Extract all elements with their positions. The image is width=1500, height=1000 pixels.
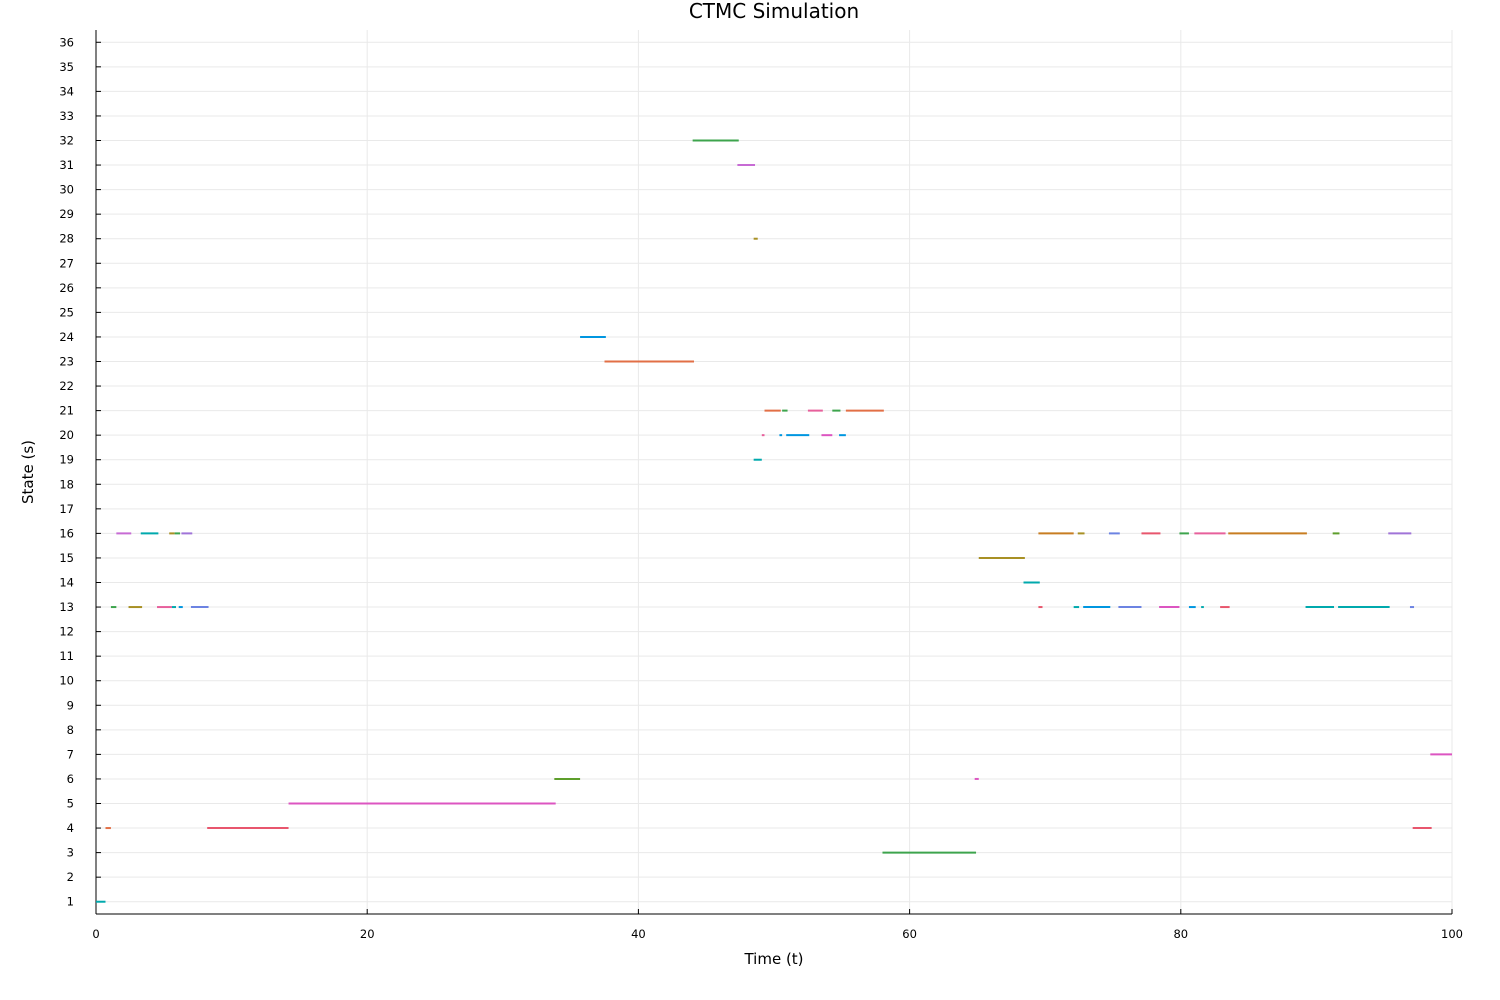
y-tick-label: 9 bbox=[67, 698, 74, 712]
y-tick-label: 12 bbox=[59, 625, 74, 639]
y-tick-label: 8 bbox=[67, 723, 74, 737]
tick-labels: 1234567891011121314151617181920212223242… bbox=[59, 35, 1463, 941]
y-tick-label: 11 bbox=[59, 649, 74, 663]
y-tick-label: 6 bbox=[67, 772, 74, 786]
y-tick-label: 34 bbox=[59, 84, 74, 98]
y-tick-label: 30 bbox=[59, 183, 74, 197]
y-tick-label: 26 bbox=[59, 281, 74, 295]
grid-lines bbox=[95, 30, 1453, 914]
x-axis-label: Time (t) bbox=[743, 950, 803, 968]
y-tick-label: 22 bbox=[59, 379, 74, 393]
y-tick-label: 3 bbox=[67, 846, 74, 860]
y-tick-label: 29 bbox=[59, 207, 74, 221]
y-tick-label: 36 bbox=[59, 35, 74, 49]
y-tick-label: 16 bbox=[59, 526, 74, 540]
y-tick-label: 1 bbox=[67, 895, 74, 909]
y-tick-label: 15 bbox=[59, 551, 74, 565]
y-tick-label: 33 bbox=[59, 109, 74, 123]
y-tick-label: 13 bbox=[59, 600, 74, 614]
x-tick-label: 40 bbox=[631, 927, 646, 941]
chart-title: CTMC Simulation bbox=[689, 0, 859, 23]
y-tick-label: 7 bbox=[67, 747, 74, 761]
y-tick-label: 17 bbox=[59, 502, 74, 516]
y-tick-label: 14 bbox=[59, 576, 74, 590]
y-tick-label: 10 bbox=[59, 674, 74, 688]
y-axis-label: State (s) bbox=[19, 440, 37, 504]
y-tick-label: 18 bbox=[59, 477, 74, 491]
state-segments bbox=[96, 139, 1452, 903]
x-tick-label: 60 bbox=[902, 927, 917, 941]
y-tick-label: 5 bbox=[67, 797, 74, 811]
axes bbox=[95, 30, 1453, 915]
x-tick-label: 0 bbox=[92, 927, 99, 941]
y-tick-label: 24 bbox=[59, 330, 74, 344]
x-tick-label: 100 bbox=[1441, 927, 1463, 941]
y-tick-label: 4 bbox=[67, 821, 74, 835]
y-tick-label: 19 bbox=[59, 453, 74, 467]
y-tick-label: 28 bbox=[59, 232, 74, 246]
y-tick-label: 21 bbox=[59, 404, 74, 418]
x-tick-label: 80 bbox=[1173, 927, 1188, 941]
y-tick-label: 20 bbox=[59, 428, 74, 442]
x-tick-label: 20 bbox=[360, 927, 375, 941]
y-tick-label: 32 bbox=[59, 134, 74, 148]
y-tick-label: 35 bbox=[59, 60, 74, 74]
y-tick-label: 23 bbox=[59, 355, 74, 369]
y-tick-label: 25 bbox=[59, 305, 74, 319]
y-tick-label: 31 bbox=[59, 158, 74, 172]
y-tick-label: 2 bbox=[67, 870, 74, 884]
y-tick-label: 27 bbox=[59, 256, 74, 270]
